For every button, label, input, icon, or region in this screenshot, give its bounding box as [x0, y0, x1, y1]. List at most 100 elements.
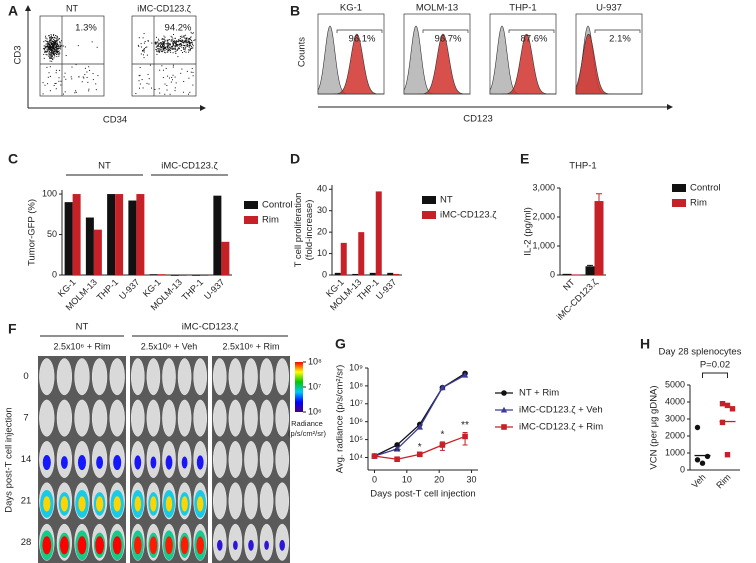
event [187, 41, 189, 43]
event [188, 51, 190, 53]
event [53, 46, 55, 48]
event [181, 46, 183, 48]
event [159, 46, 161, 48]
event [192, 45, 194, 47]
event [51, 45, 53, 47]
event [168, 43, 170, 45]
event [47, 44, 49, 46]
signal-core [42, 536, 52, 555]
event [166, 51, 168, 53]
event [164, 93, 166, 95]
legend-label: Control [262, 200, 293, 211]
event [44, 49, 46, 51]
event [157, 41, 159, 43]
event [60, 45, 62, 47]
x-tick-label: U-937 [202, 277, 226, 301]
signal [113, 454, 122, 471]
event [78, 76, 80, 78]
event [191, 40, 193, 42]
event [56, 52, 58, 54]
event [171, 40, 173, 42]
event [49, 38, 51, 40]
event [171, 48, 173, 50]
marker [416, 423, 423, 430]
event [51, 43, 53, 45]
event [184, 37, 186, 39]
event [167, 46, 169, 48]
event [55, 50, 57, 52]
event [154, 88, 156, 90]
event [62, 45, 64, 47]
event [163, 38, 165, 40]
event [49, 37, 51, 39]
event [46, 50, 48, 52]
event [142, 87, 144, 89]
y-tick-label: 10 [317, 248, 327, 258]
event [185, 42, 187, 44]
event [49, 66, 51, 68]
event [169, 77, 171, 79]
event [56, 51, 58, 53]
legend-label: NT + Rim [519, 388, 559, 399]
event [58, 51, 60, 53]
condition-label: 2.5x10⁶ + Rim [54, 341, 111, 351]
event [50, 55, 52, 57]
event [43, 53, 45, 55]
event [151, 87, 153, 89]
event [177, 39, 179, 41]
event [180, 44, 182, 46]
panel-letter: H [640, 336, 650, 352]
event [166, 46, 168, 48]
event [59, 52, 61, 54]
event [43, 57, 45, 59]
bar [585, 266, 595, 275]
event [141, 79, 143, 81]
mouse [228, 441, 243, 478]
event [54, 41, 56, 43]
event [178, 48, 180, 50]
mouse [275, 482, 290, 520]
event [45, 43, 47, 45]
event [143, 48, 145, 50]
event [49, 52, 51, 54]
event [51, 37, 53, 39]
event [188, 45, 190, 47]
event [166, 40, 168, 42]
event [177, 47, 179, 49]
event [50, 45, 52, 47]
event [158, 43, 160, 45]
event [51, 49, 53, 51]
event [172, 46, 174, 48]
event [185, 39, 187, 41]
event [95, 89, 97, 91]
x-tick-label: U-937 [374, 277, 398, 301]
mouse [74, 399, 90, 437]
event [49, 55, 51, 57]
event [49, 42, 51, 44]
event [51, 51, 53, 53]
signal [279, 539, 285, 551]
gate [422, 29, 469, 33]
event [181, 44, 183, 46]
event [194, 39, 196, 41]
event [51, 55, 53, 57]
event [186, 40, 188, 42]
event [182, 91, 184, 93]
event [56, 47, 58, 49]
event [54, 45, 56, 47]
event [42, 48, 44, 50]
event [172, 48, 174, 50]
panel-letter: A [8, 3, 18, 19]
event [61, 40, 63, 42]
event [167, 47, 169, 49]
event [49, 47, 51, 49]
event [46, 54, 48, 56]
event [44, 51, 46, 53]
marker [393, 445, 401, 452]
event [191, 41, 193, 43]
event [46, 43, 48, 45]
group-label: iMC-CD123.ζ [182, 322, 239, 333]
event [140, 53, 142, 55]
event [43, 41, 45, 43]
event [56, 50, 58, 52]
